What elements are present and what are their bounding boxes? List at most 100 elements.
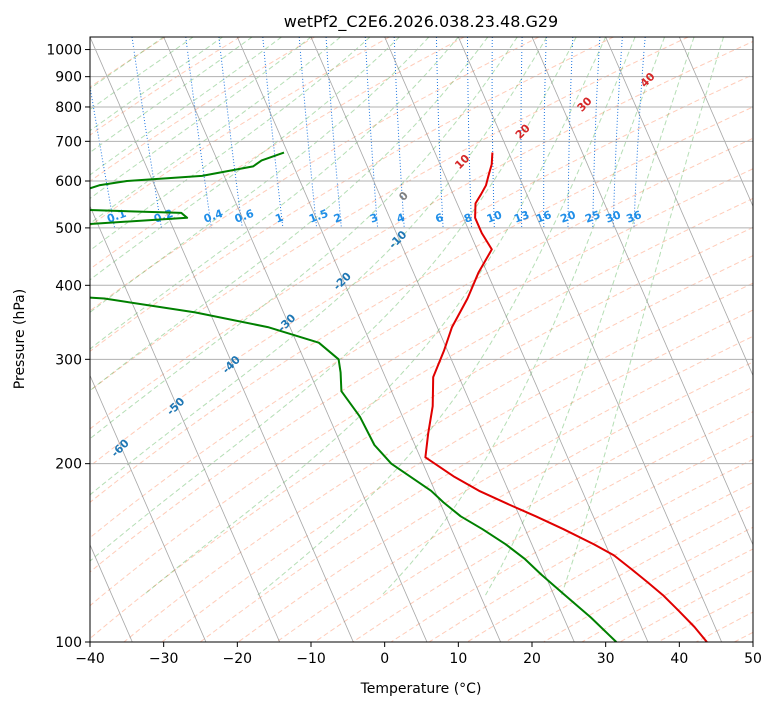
- moist-adiabat-line: [90, 37, 489, 392]
- y-tick-label: 200: [55, 457, 82, 473]
- mixing-ratio-label: 0.6: [233, 207, 256, 226]
- moist-adiabat-line: [485, 37, 695, 596]
- dry-adiabat-line: [90, 137, 753, 539]
- mixing-ratio-label: 13: [512, 208, 531, 225]
- moist-adiabat-line: [90, 37, 518, 440]
- mixing-ratio-line: [325, 37, 342, 228]
- y-tick-label: 100: [55, 635, 82, 651]
- isotherm-line: [678, 37, 753, 208]
- dry-adiabat-line: [161, 282, 753, 642]
- x-tick-label: 0: [380, 651, 389, 667]
- y-tick-label: 600: [55, 174, 82, 190]
- isotherms: [90, 37, 753, 642]
- isotherm-line: [531, 37, 753, 546]
- plot-area: 0.10.20.40.611.52346810131620253036-100-…: [90, 37, 753, 642]
- mixing-ratio-line: [543, 37, 547, 228]
- mixing-ratio-label: 1.5: [307, 207, 330, 226]
- y-tick-label: 900: [55, 70, 82, 86]
- isotherm-line: [90, 205, 280, 642]
- mixing-ratio-label: 0.4: [202, 207, 225, 226]
- x-tick-label: −30: [149, 651, 179, 667]
- mixing-ratio-lines: [90, 37, 646, 228]
- moist-adiabat-line: [90, 37, 400, 281]
- mixing-ratio-label: 30: [604, 208, 623, 226]
- y-tick-label: 1000: [46, 43, 82, 59]
- moist-adiabat-line: [90, 37, 371, 252]
- dry-adiabat-line: [90, 37, 465, 270]
- mixing-ratio-line: [520, 37, 523, 228]
- y-axis-ticks: 1000 900 800 700 600 500 400 300 200 100: [46, 43, 90, 651]
- moist-adiabats: [90, 37, 724, 596]
- mixing-ratio-line: [364, 37, 379, 228]
- mixing-ratio-line: [467, 37, 473, 228]
- x-axis-ticks: −40 −30 −20 −10 0 10 20 30 40 50: [75, 642, 762, 667]
- y-axis-label: Pressure (hPa): [12, 289, 28, 389]
- mixing-ratio-label: 16: [534, 208, 553, 226]
- y-tick-label: 500: [55, 221, 82, 237]
- moist-adiabat-line: [90, 37, 341, 225]
- y-tick-label: 700: [55, 134, 82, 150]
- x-tick-label: −10: [296, 651, 326, 667]
- x-tick-label: −20: [223, 651, 253, 667]
- mixing-ratio-line: [218, 37, 243, 228]
- mixing-ratio-label: 8: [462, 211, 474, 226]
- moist-adiabat-line: [90, 37, 548, 496]
- y-tick-label: 300: [55, 352, 82, 368]
- chart-title: wetPf2_C2E6.2026.038.23.48.G29: [284, 12, 558, 32]
- y-tick-label: 800: [55, 100, 82, 116]
- x-tick-label: −40: [75, 651, 105, 667]
- moist-adiabat-line: [90, 37, 430, 313]
- mixing-ratio-label: 6: [434, 211, 446, 226]
- dry-adiabat-line: [90, 37, 689, 392]
- moist-adiabat-line: [90, 37, 577, 562]
- mixing-ratio-label: 10: [485, 208, 504, 226]
- mixing-ratio-label: 36: [625, 208, 644, 226]
- y-tick-label: 400: [55, 278, 82, 294]
- moist-adiabat-line: [381, 37, 666, 596]
- mixing-ratio-line: [185, 37, 212, 228]
- x-tick-label: 40: [670, 651, 688, 667]
- dewpoint-line: [90, 151, 617, 642]
- x-tick-label: 10: [449, 651, 467, 667]
- dry-adiabat-line: [90, 168, 753, 573]
- x-tick-label: 30: [597, 651, 615, 667]
- isotherm-line: [236, 37, 501, 642]
- mixing-ratio-label: 4: [395, 211, 407, 226]
- mixing-ratio-label: 2: [332, 211, 344, 226]
- temperature-line: [424, 152, 708, 642]
- moist-adiabat-line: [90, 37, 253, 154]
- plot-frame: [89, 36, 754, 643]
- x-axis-label: Temperature (°C): [360, 681, 482, 697]
- mixing-ratio-label: 25: [583, 208, 602, 225]
- dry-adiabat-line: [90, 226, 753, 640]
- dry-adiabat-line: [90, 37, 315, 182]
- dry-adiabat-line: [90, 106, 753, 503]
- x-tick-label: 50: [744, 651, 762, 667]
- isotherm-line: [605, 37, 753, 377]
- isotherm-line: [457, 37, 722, 642]
- dry-adiabat-line: [123, 255, 753, 642]
- isotherm-line: [384, 37, 649, 642]
- isotherm-line: [310, 37, 575, 642]
- mixing-ratio-label: 20: [559, 208, 578, 226]
- mixing-ratio-line: [612, 37, 623, 228]
- moist-adiabat-line: [90, 37, 282, 176]
- sounding-series: [90, 151, 708, 642]
- moist-adiabat-line: [257, 37, 636, 596]
- moist-adiabat-line: [90, 37, 223, 132]
- mixing-ratio-line: [592, 37, 601, 228]
- mixing-ratio-label: 1: [273, 211, 285, 226]
- dry-adiabat-line: [199, 309, 753, 642]
- mixing-ratio-line: [262, 37, 284, 228]
- mixing-ratio-label: 3: [368, 211, 380, 226]
- isotherm-line: [90, 37, 354, 642]
- dry-adiabat-line: [90, 37, 390, 227]
- mixing-ratio-line: [567, 37, 574, 228]
- x-tick-label: 20: [523, 651, 541, 667]
- isotherm-line: [163, 37, 428, 642]
- moist-adiabat-line: [561, 37, 724, 596]
- dry-adiabat-line: [90, 37, 166, 88]
- mixing-ratio-line: [393, 37, 405, 228]
- dry-adiabat-line: [314, 386, 753, 642]
